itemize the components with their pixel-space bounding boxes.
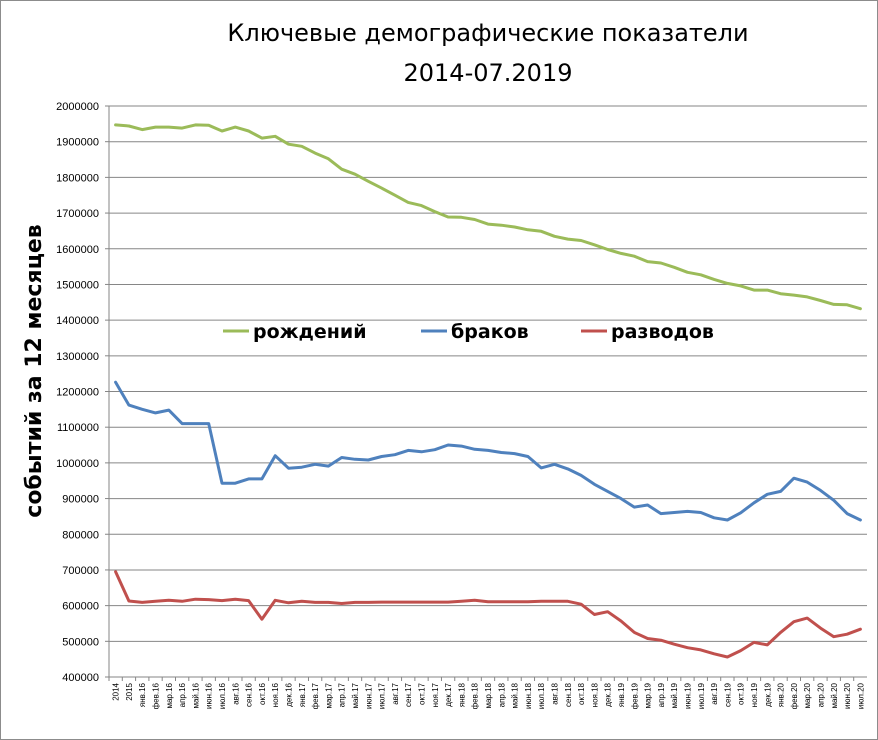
y-axis-label: событий за 12 месяцев [22, 224, 47, 517]
x-tick-label: 2015 [125, 682, 134, 700]
y-tick-label: 1900000 [56, 137, 99, 149]
chart-title-line2: 2014-07.2019 [404, 59, 573, 87]
x-tick-label: фев.19 [630, 682, 639, 709]
x-tick-label: апр.20 [816, 682, 825, 707]
x-tick-label: июл.17 [378, 682, 387, 709]
x-tick-label: дек.16 [285, 682, 294, 706]
x-tick-label: ноя.16 [271, 682, 280, 707]
x-tick-label: авг.17 [391, 682, 400, 704]
x-tick-label: фев.16 [152, 682, 161, 709]
x-tick-label: апр.19 [657, 682, 666, 707]
x-tick-label: янв.20 [777, 682, 786, 707]
x-tick-label: янв.17 [298, 682, 307, 707]
y-tick-label: 400000 [62, 672, 99, 684]
series-line-разводов [114, 570, 862, 659]
series-line-браков [114, 380, 862, 522]
x-tick-label: апр.18 [497, 682, 506, 707]
x-tick-label: май.19 [670, 682, 679, 708]
x-tick-label: окт.19 [737, 682, 746, 704]
x-axis-ticks: 2014 2015 янв.16 фев.16 мар.16 апр.16 май.16 ию… [112, 682, 866, 709]
x-tick-label: май.17 [351, 682, 360, 708]
legend-entry: браков [451, 321, 529, 343]
x-tick-label: июн.18 [524, 682, 533, 709]
x-tick-label: май.20 [830, 682, 839, 708]
x-tick-label: май.18 [511, 682, 520, 708]
x-tick-label: мар.16 [165, 682, 174, 708]
x-tick-label: окт.17 [418, 682, 427, 704]
y-axis-ticks: 400000 500000 600000 700000 800000 900000 1000… [56, 101, 99, 684]
x-tick-label: июн.20 [843, 682, 852, 709]
x-tick-label: ноя.18 [590, 682, 599, 707]
x-tick-label: дек.18 [604, 682, 613, 706]
x-tick-label: мар.19 [644, 682, 653, 708]
y-tick-label: 800000 [62, 529, 99, 541]
y-tick-label: 1300000 [56, 351, 99, 363]
x-tick-label: сен.16 [245, 682, 254, 707]
x-tick-label: сен.19 [723, 682, 732, 707]
gridlines [105, 105, 867, 681]
x-tick-label: янв.19 [617, 682, 626, 707]
x-tick-label: июн.16 [205, 682, 214, 709]
x-tick-label: фев.17 [311, 682, 320, 709]
y-tick-label: 900000 [62, 494, 99, 506]
x-tick-label: 2014 [112, 682, 121, 700]
x-tick-label: дек.17 [444, 682, 453, 706]
y-tick-label: 1800000 [56, 172, 99, 184]
x-tick-label: июн.17 [364, 682, 373, 709]
x-tick-label: мар.18 [484, 682, 493, 708]
series-lines [114, 123, 862, 659]
x-tick-label: май.16 [191, 682, 200, 708]
y-tick-label: 2000000 [56, 101, 99, 113]
y-tick-label: 600000 [62, 601, 99, 613]
x-tick-label: янв.16 [138, 682, 147, 707]
legend: рождений браков разводов [223, 321, 714, 343]
y-tick-label: 1700000 [56, 208, 99, 220]
legend-entry: разводов [611, 321, 714, 343]
x-tick-label: сен.17 [404, 682, 413, 707]
y-tick-label: 1400000 [56, 315, 99, 327]
legend-entry: рождений [253, 321, 367, 343]
x-tick-label: окт.16 [258, 682, 267, 704]
x-tick-label: окт.18 [577, 682, 586, 704]
x-tick-label: фев.20 [790, 682, 799, 709]
y-tick-label: 1500000 [56, 279, 99, 291]
y-tick-label: 700000 [62, 565, 99, 577]
chart-title-line1: Ключевые демографические показатели [227, 19, 748, 47]
x-tick-label: ноя.17 [431, 682, 440, 707]
x-tick-label: июл.20 [856, 682, 865, 709]
y-tick-label: 1000000 [56, 458, 99, 470]
x-tick-label: ноя.19 [750, 682, 759, 707]
x-tick-label: авг.19 [710, 682, 719, 704]
y-tick-label: 500000 [62, 636, 99, 648]
x-tick-label: янв.18 [457, 682, 466, 707]
x-tick-label: авг.16 [231, 682, 240, 704]
y-tick-label: 1200000 [56, 387, 99, 399]
x-tick-label: июл.18 [537, 682, 546, 709]
x-tick-label: авг.18 [550, 682, 559, 704]
x-tick-label: апр.16 [178, 682, 187, 707]
x-tick-label: июл.19 [697, 682, 706, 709]
series-line-рождений [114, 123, 862, 311]
x-tick-label: апр.17 [338, 682, 347, 707]
x-tick-label: мар.17 [324, 682, 333, 708]
x-tick-label: мар.20 [803, 682, 812, 708]
y-tick-label: 1100000 [57, 422, 99, 434]
x-tick-label: июн.19 [683, 682, 692, 709]
x-tick-label: сен.18 [564, 682, 573, 707]
x-tick-label: июл.16 [218, 682, 227, 709]
y-tick-label: 1600000 [56, 244, 99, 256]
x-tick-label: фев.18 [471, 682, 480, 709]
x-tick-label: дек.19 [763, 682, 772, 706]
